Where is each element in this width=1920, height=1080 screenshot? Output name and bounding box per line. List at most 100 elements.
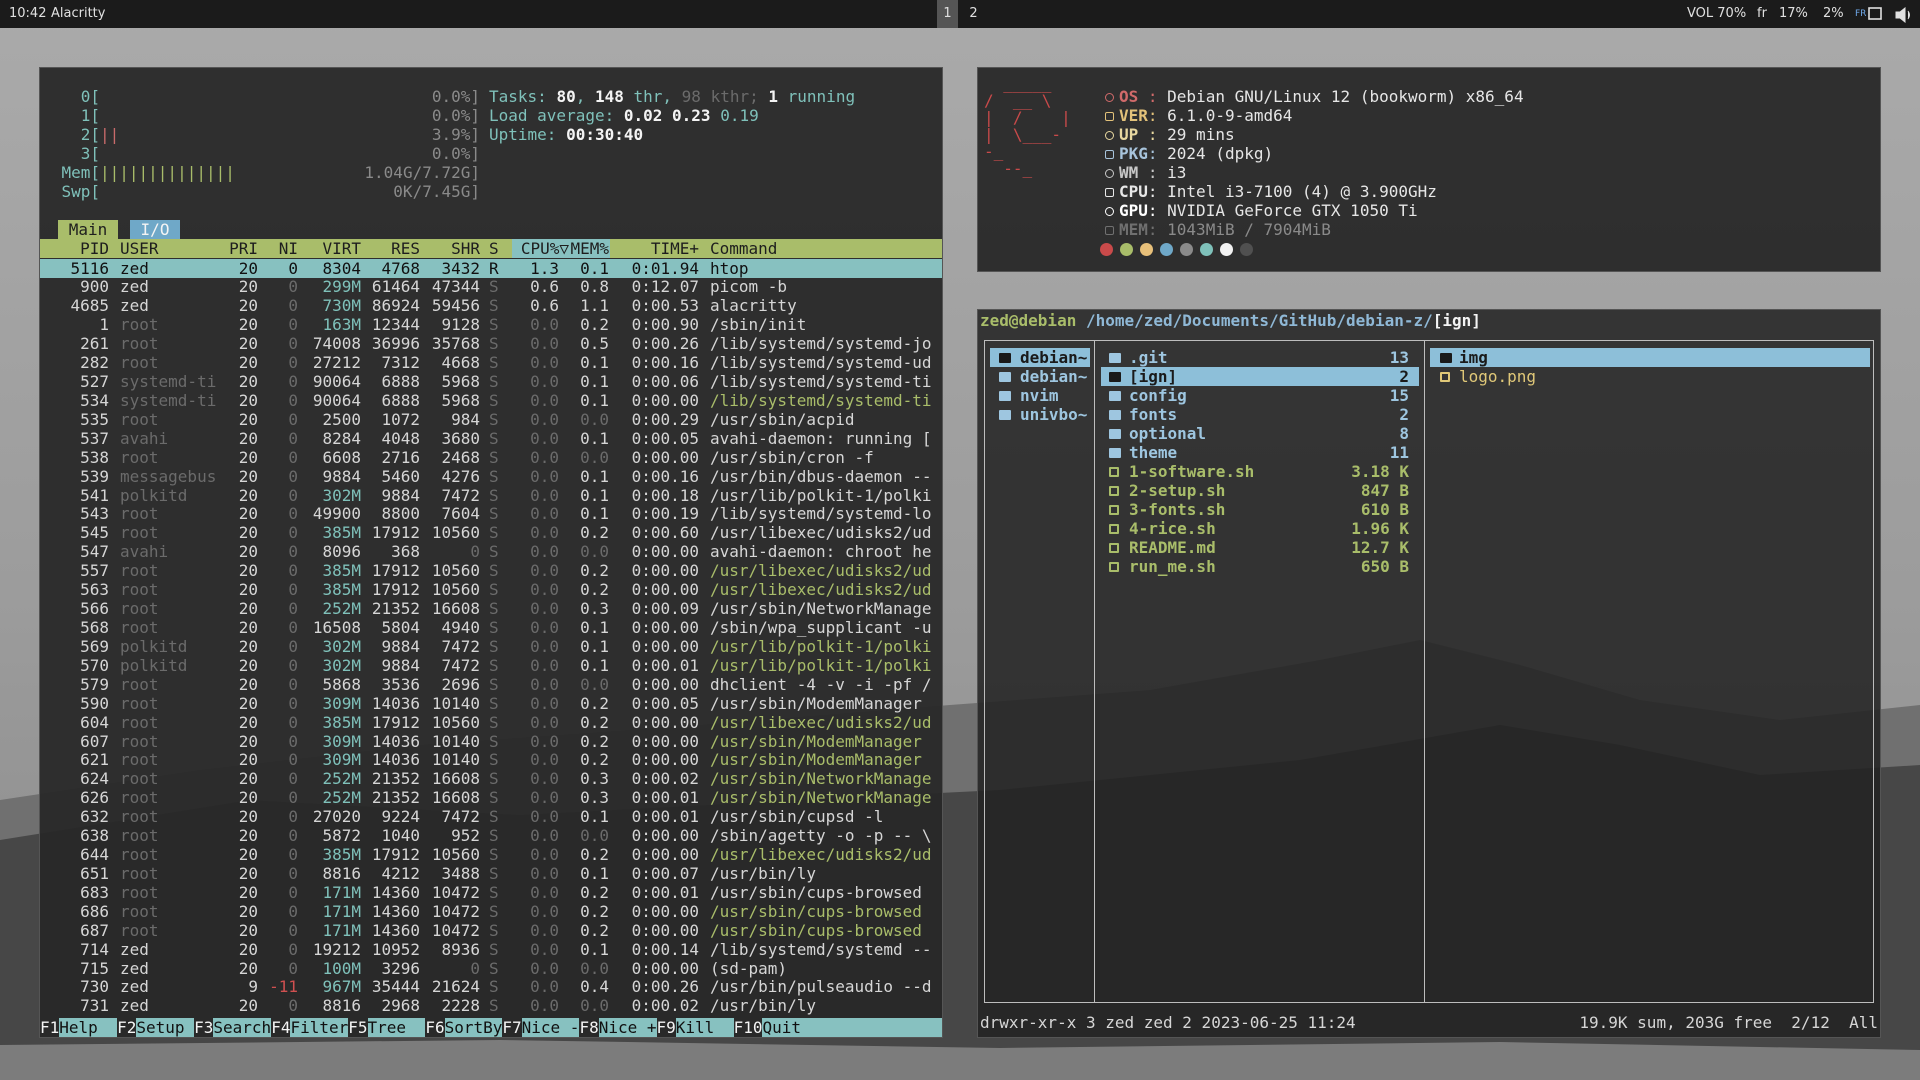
function-label[interactable]: Setup bbox=[136, 1018, 195, 1037]
selected-entry[interactable]: [ign] 2 bbox=[1101, 366, 1419, 386]
selected-entry[interactable]: img bbox=[1430, 347, 1870, 367]
entry[interactable]: 2-setup.sh 847 B bbox=[1101, 481, 1419, 500]
process-row[interactable]: 638 root 20 0 5872 1040 952 S 0.0 0.0 0:00.00/sbin… bbox=[40, 826, 942, 845]
process-row[interactable]: 4685 zed 20 0 730M 86924 59456 S 0.6 1.1 0:00.53 al… bbox=[40, 296, 942, 315]
process-cell: 0 bbox=[288, 428, 298, 448]
entry[interactable]: theme 11 bbox=[1101, 443, 1419, 462]
process-row[interactable]: 547 avahi 20 0 8096 368 0 S 0.0 0.0 0:00.00 avahi-d… bbox=[40, 542, 942, 561]
process-row[interactable]: 626 root 20 0 252M 21352 16608 S 0.0 0.3 0:00.01/u… bbox=[40, 788, 942, 807]
function-label[interactable]: Nice + bbox=[598, 1018, 657, 1037]
process-cell: 20 bbox=[238, 655, 258, 675]
process-cell: 0 bbox=[288, 315, 298, 335]
process-row[interactable]: 621 root 20 0 309M 14036 10140 S 0.0 0.2 0:00.00/u… bbox=[40, 750, 942, 769]
entry[interactable]: nvim bbox=[990, 386, 1090, 405]
workspace[interactable]: 2 bbox=[969, 6, 978, 21]
process-row[interactable]: 590 root 20 0 309M 14036 10140 S 0.0 0.2 0:00.05/u… bbox=[40, 694, 942, 713]
process-row[interactable]: 527 systemd-ti 20 0 90064 6888 5968 S 0.0 0.1 0:00… bbox=[40, 372, 942, 392]
process-row[interactable]: 900 zed 20 0 299M 61464 47344 S 0.6 0.8 0:12.07 pic… bbox=[40, 277, 942, 296]
process-cell: 0:00.06 bbox=[631, 372, 699, 392]
function-label[interactable]: SortBy bbox=[444, 1018, 503, 1037]
entry[interactable]: config 15 bbox=[1101, 386, 1419, 405]
process-row[interactable]: 568 root 20 0 16508 5804 4940 S 0.0 0.1 0:00.00/sb… bbox=[40, 618, 942, 637]
process-row[interactable]: 545 root 20 0 385M 17912 10560 S 0.0 0.2 0:00.60/u… bbox=[40, 523, 942, 542]
entry[interactable]: 1-software.sh 3.18 K bbox=[1101, 462, 1419, 481]
function-label[interactable]: Kill bbox=[675, 1018, 734, 1037]
process-row[interactable]: 566 root 20 0 252M 21352 16608 S 0.0 0.3 0:00.09/u… bbox=[40, 599, 942, 618]
htop-window[interactable]: 0[0.0%] 1[0.0%] 2[|| 3.9%] 3[0.0%] Mem[||||||… bbox=[39, 67, 943, 1038]
column-header[interactable]: PID bbox=[80, 239, 109, 258]
process-row[interactable]: 541 polkitd 20 0 302M 9884 7472 S 0.0 0.1 0:00.18 /… bbox=[40, 486, 942, 505]
process-cell: 730 bbox=[80, 977, 109, 997]
column-header[interactable]: SHR bbox=[451, 239, 480, 258]
info-value: i3 bbox=[1167, 163, 1187, 182]
process-row[interactable]: 543 root 20 0 49900 8800 7604 S 0.0 0.1 0:00.19/li… bbox=[40, 504, 942, 523]
process-row[interactable]: 539 messagebus 20 0 9884 5460 4276 S 0.0 0.1 0:00.… bbox=[40, 467, 942, 486]
column-header[interactable]: RES bbox=[391, 239, 420, 258]
process-row[interactable]: 570 polkitd 20 0 302M 9884 7472 S 0.0 0.1 0:00.01 /… bbox=[40, 655, 942, 675]
entry[interactable]: 3-fonts.sh 610 B bbox=[1101, 500, 1419, 519]
process-row[interactable]: 1 root 20 0 163M 12344 9128 S 0.0 0.2 0:00.90/sbin… bbox=[40, 315, 942, 335]
process-row[interactable]: 535 root 20 0 2500 1072 984 S 0.0 0.0 0:00.29/usr/… bbox=[40, 410, 942, 429]
process-row[interactable]: 538 root 20 0 6608 2716 2468 S 0.0 0.0 0:00.00/usr… bbox=[40, 448, 942, 467]
process-row[interactable]: 537 avahi 20 0 8284 4048 3680 S 0.0 0.1 0:00.05 ava… bbox=[40, 428, 942, 448]
column-header[interactable]: MEM% bbox=[570, 239, 609, 258]
column-header[interactable]: TIME+ bbox=[650, 239, 699, 258]
tab[interactable]: Main bbox=[58, 220, 118, 239]
column-header[interactable]: S bbox=[489, 239, 499, 258]
process-row[interactable]: 644 root 20 0 385M 17912 10560 S 0.0 0.2 0:00.00/u… bbox=[40, 845, 942, 864]
entry-name: debian~ bbox=[1020, 347, 1088, 367]
process-row[interactable]: 563 root 20 0 385M 17912 10560 S 0.0 0.2 0:00.00/u… bbox=[40, 580, 942, 599]
entry[interactable]: debian~ bbox=[990, 367, 1090, 386]
entry-size: 610 B bbox=[1360, 499, 1409, 519]
function-label[interactable]: Tree bbox=[367, 1018, 426, 1037]
selected-entry[interactable]: debian~ bbox=[990, 347, 1090, 367]
column-header[interactable]: Command bbox=[710, 239, 778, 258]
process-row[interactable]: 687 root 20 0 171M 14360 10472 S 0.0 0.2 0:00.00/u… bbox=[40, 921, 942, 940]
function-label[interactable]: Filter bbox=[290, 1018, 349, 1037]
process-cell: htop bbox=[710, 258, 749, 278]
process-row[interactable]: 731 zed 20 0 8816 2968 2228 S 0.0 0.0 0:00.02/usr/… bbox=[40, 996, 942, 1015]
entry[interactable]: fonts 2 bbox=[1101, 405, 1419, 424]
process-row[interactable]: 569 polkitd 20 0 302M 9884 7472 S 0.0 0.1 0:00.00 /… bbox=[40, 636, 942, 656]
function-label[interactable]: Quit bbox=[762, 1018, 821, 1037]
function-label[interactable]: Nice - bbox=[521, 1018, 580, 1037]
ranger-window[interactable]: zed@debian/home/zed/Documents/GitHub/deb… bbox=[977, 309, 1881, 1038]
column-header[interactable]: PRI bbox=[229, 239, 258, 258]
process-row[interactable]: 607 root 20 0 309M 14036 10140 S 0.0 0.2 0:00.00/u… bbox=[40, 732, 942, 751]
process-row[interactable]: 261 root 20 0 74008 36996 35768 S 0.0 0.5 0:00.26 /… bbox=[40, 334, 942, 353]
process-cell: 7472 bbox=[441, 807, 480, 827]
function-label[interactable]: Help bbox=[59, 1018, 118, 1037]
process-row[interactable]: 715 zed 20 0 100M 3296 0 S 0.0 0.0 0:00.00 (sd-pam) bbox=[40, 958, 942, 978]
column-header[interactable]: USER bbox=[120, 239, 159, 258]
entry[interactable]: 4-rice.sh 1.96 K bbox=[1101, 519, 1419, 538]
column-header[interactable]: VIRT bbox=[322, 239, 361, 258]
process-row[interactable]: 683 root 20 0 171M 14360 10472 S 0.0 0.2 0:00.01/u… bbox=[40, 883, 942, 902]
process-row[interactable]: 534 systemd-ti 20 0 90064 6888 5968 S 0.0 0.1 0:00… bbox=[40, 391, 942, 410]
column-header[interactable]: CPU%▽ bbox=[520, 239, 569, 258]
entry[interactable]: univbo~ bbox=[990, 405, 1090, 424]
entry[interactable]: logo.png bbox=[1430, 367, 1870, 386]
process-cell: 0:00.00 bbox=[631, 636, 699, 656]
process-cell: S bbox=[489, 958, 499, 978]
process-row[interactable]: 624 root 20 0 252M 21352 16608 S 0.0 0.3 0:00.02/u… bbox=[40, 769, 942, 788]
process-row[interactable]: 686 root 20 0 171M 14360 10472 S 0.0 0.2 0:00.00/u… bbox=[40, 902, 942, 921]
selected-process-row[interactable]: 5116 zed 20 0 8304 4768 3432 R 1.3 0.1 0:01.94 htop bbox=[40, 258, 942, 278]
process-row[interactable]: 730 zed 9 -11 967M 35444 21624 S 0.0 0.4 0:00.26/u… bbox=[40, 977, 942, 997]
tab[interactable]: I/O bbox=[130, 220, 180, 239]
process-row[interactable]: 604 root 20 0 385M 17912 10560 S 0.0 0.2 0:00.00/u… bbox=[40, 713, 942, 732]
process-row[interactable]: 714 zed 20 0 19212 10952 8936 S 0.0 0.1 0:00.14/li… bbox=[40, 940, 942, 959]
process-row[interactable]: 282 root 20 0 27212 7312 4668 S 0.0 0.1 0:00.16/li… bbox=[40, 353, 942, 372]
workspace[interactable]: 1 bbox=[937, 0, 958, 28]
process-row[interactable]: 579 root 20 0 5868 3536 2696 S 0.0 0.0 0:00.00 dhcl… bbox=[40, 675, 942, 694]
process-row[interactable]: 557 root 20 0 385M 17912 10560 S 0.0 0.2 0:00.00/u… bbox=[40, 561, 942, 580]
column-header[interactable]: NI bbox=[278, 239, 298, 258]
entry[interactable]: run_me.sh 650 B bbox=[1101, 557, 1419, 576]
neofetch-window[interactable]: _____ / __ \ | / | | \___- -_ --_ OS: Debian G… bbox=[977, 67, 1881, 272]
process-row[interactable]: 632 root 20 0 27020 9224 7472 S 0.0 0.1 0:00.01/us… bbox=[40, 807, 942, 827]
process-row[interactable]: 651 root 20 0 8816 4212 3488 S 0.0 0.1 0:00.07/usr… bbox=[40, 864, 942, 883]
entry[interactable]: README.md 12.7 K bbox=[1101, 538, 1419, 557]
entry[interactable]: .git 13 bbox=[1101, 348, 1419, 367]
function-label[interactable]: Search bbox=[213, 1018, 272, 1037]
entry[interactable]: optional 8 bbox=[1101, 424, 1419, 443]
info-value: 29 mins bbox=[1167, 125, 1235, 144]
